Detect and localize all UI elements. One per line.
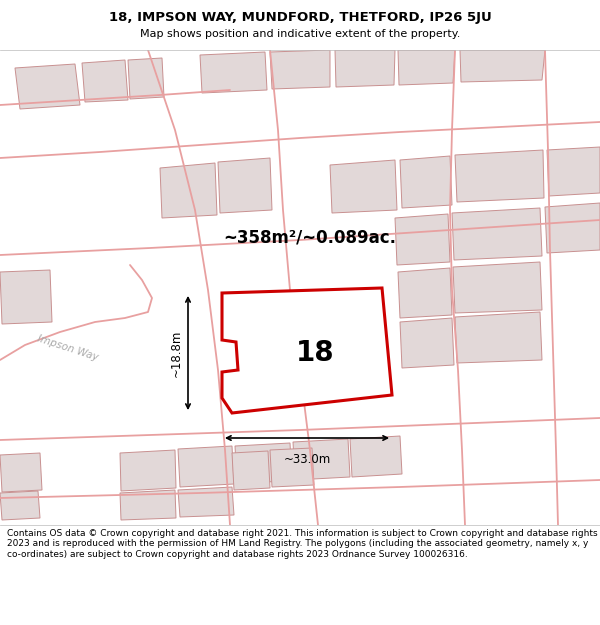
Polygon shape [178, 487, 234, 517]
Text: ~18.8m: ~18.8m [170, 329, 183, 377]
Polygon shape [395, 214, 450, 265]
Polygon shape [218, 158, 272, 213]
Polygon shape [0, 270, 52, 324]
Polygon shape [453, 262, 542, 313]
Polygon shape [0, 491, 40, 520]
Polygon shape [120, 490, 176, 520]
Polygon shape [455, 312, 542, 363]
Polygon shape [400, 156, 452, 208]
Polygon shape [335, 50, 395, 87]
Polygon shape [222, 288, 392, 413]
Polygon shape [128, 58, 164, 99]
Polygon shape [235, 443, 292, 483]
Text: 18, IMPSON WAY, MUNDFORD, THETFORD, IP26 5JU: 18, IMPSON WAY, MUNDFORD, THETFORD, IP26… [109, 11, 491, 24]
Text: Map shows position and indicative extent of the property.: Map shows position and indicative extent… [140, 29, 460, 39]
Polygon shape [232, 451, 270, 490]
Text: ~358m²/~0.089ac.: ~358m²/~0.089ac. [223, 229, 397, 247]
Text: 18: 18 [296, 339, 334, 367]
Text: ~33.0m: ~33.0m [283, 453, 331, 466]
Polygon shape [178, 446, 234, 487]
Text: Impson Way: Impson Way [36, 333, 100, 362]
Polygon shape [0, 453, 42, 492]
Polygon shape [270, 50, 330, 89]
Polygon shape [160, 163, 217, 218]
Polygon shape [330, 160, 397, 213]
Polygon shape [270, 448, 314, 487]
Polygon shape [400, 318, 454, 368]
Polygon shape [545, 203, 600, 253]
Polygon shape [398, 50, 455, 85]
Polygon shape [455, 150, 544, 202]
Polygon shape [120, 450, 176, 491]
Text: Contains OS data © Crown copyright and database right 2021. This information is : Contains OS data © Crown copyright and d… [7, 529, 598, 559]
Polygon shape [82, 60, 128, 102]
Polygon shape [460, 50, 545, 82]
Polygon shape [15, 64, 80, 109]
Polygon shape [293, 439, 350, 480]
Polygon shape [200, 52, 267, 93]
Polygon shape [350, 436, 402, 477]
Polygon shape [452, 208, 542, 260]
Polygon shape [398, 268, 452, 318]
Polygon shape [547, 147, 600, 196]
